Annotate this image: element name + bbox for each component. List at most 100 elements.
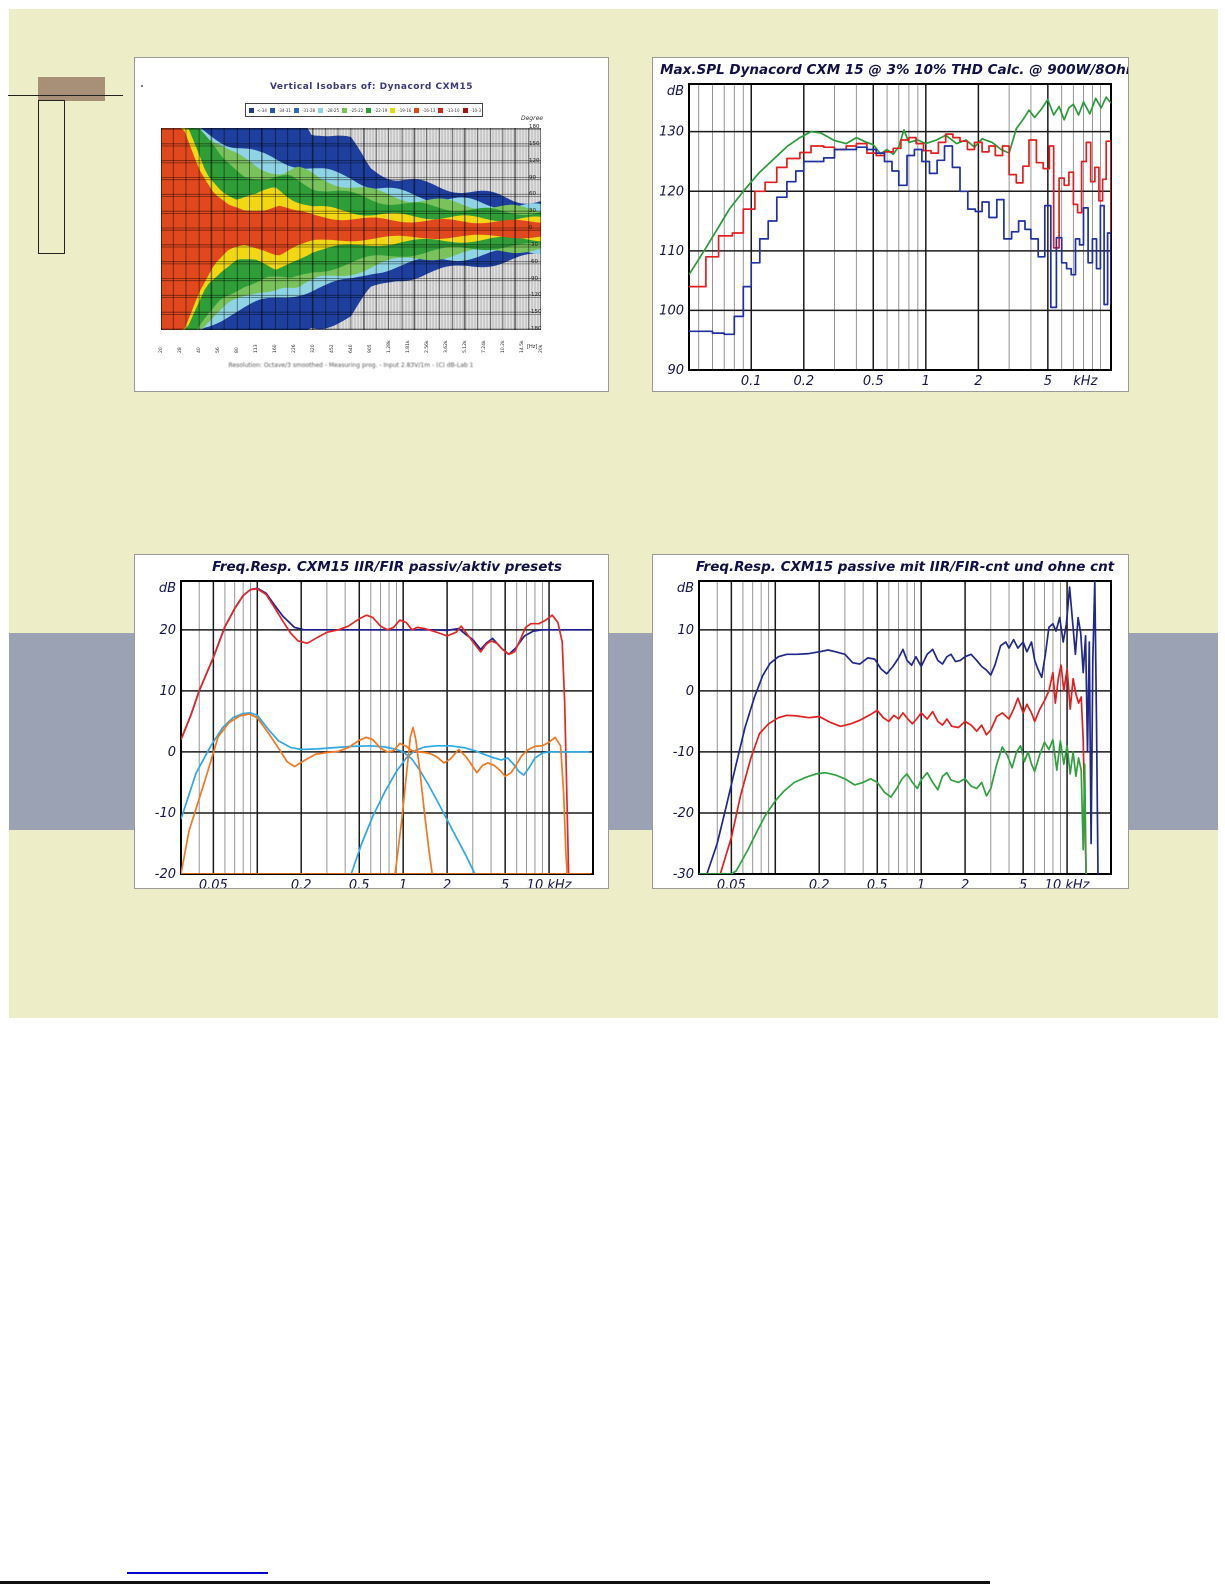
legend-label: -10-3 <box>470 107 482 113</box>
iso-y-tick: -30 <box>529 241 538 248</box>
iso-x-tick: 2.56k <box>425 340 430 353</box>
x-tick-label: 1 <box>917 878 925 888</box>
legend-swatch <box>390 107 396 113</box>
freqresp-passive-chart-panel: 0.05 0.2 0.5 1 2 5 10 kHz -30 -20 -10 0 10 dB Freq.Re… <box>652 554 1129 889</box>
x-tick-label: 5 <box>1019 878 1027 888</box>
isobar-caption: Resolution: Octave/3 smoothed - Measurin… <box>228 362 474 369</box>
y-tick-label: -10 <box>673 745 694 760</box>
series-cyan-hf-section <box>350 744 590 874</box>
y-tick-label: 90 <box>667 363 684 378</box>
iso-y-tick: -90 <box>529 275 538 282</box>
y-tick-label: 100 <box>659 303 684 318</box>
x-tick-label: 0.05 <box>199 878 228 888</box>
x-tick-label: 0.05 <box>717 878 746 888</box>
legend-swatch <box>462 107 468 113</box>
freqresp-passive-chart: 0.05 0.2 0.5 1 2 5 10 kHz -30 -20 -10 0 10 dBFreq.Re… <box>673 559 1115 888</box>
isobar-chart-title: Vertical Isobars of: Dynacord CXM15 <box>269 82 474 92</box>
iso-y-tick: 180 <box>529 124 540 130</box>
iso-x-tick: 1.81k <box>406 340 411 353</box>
iso-x-tick: 20 <box>159 347 164 353</box>
iso-y-tick: 90 <box>529 174 536 181</box>
iso-x-tick: 80 <box>235 347 240 353</box>
iso-y-tick: -150 <box>529 309 542 316</box>
y-tick-label: 20 <box>159 623 176 638</box>
y-axis-unit: dB <box>677 581 694 596</box>
x-tick-label: 2 <box>961 878 969 888</box>
legend-swatch <box>414 107 420 113</box>
iso-x-tick: 10.2k <box>501 340 506 353</box>
y-tick-label: 130 <box>659 125 684 140</box>
chart-title: Freq.Resp. CXM15 passive mit IIR/FIR-cnt… <box>696 559 1115 575</box>
isobar-legend: <-34 -34-31 -31-28 -28-25 -25-22 -22-19 -19-16… <box>245 103 483 117</box>
iso-y-tick: 0 <box>529 225 533 231</box>
y-tick-label: -10 <box>155 806 176 821</box>
x-tick-label: 2 <box>443 878 451 888</box>
x-tick-label: 10 kHz <box>527 878 573 888</box>
x-tick-label: 0.2 <box>809 878 830 888</box>
y-tick-label: -20 <box>673 806 694 821</box>
x-tick-label: 2 <box>974 374 982 389</box>
series-orange-notch <box>394 726 434 874</box>
legend-swatch <box>366 107 372 113</box>
legend-swatch <box>438 107 444 113</box>
iso-x-tick: 56 <box>216 347 221 353</box>
isobar-chart-panel: Vertical Isobars of: Dynacord CXM15 <-34… <box>134 57 609 392</box>
series-green-trace <box>699 738 1087 874</box>
legend-swatch <box>318 107 324 113</box>
y-tick-label: 10 <box>159 684 176 699</box>
iso-y-tick: -60 <box>529 258 538 265</box>
x-tick-label: 0.5 <box>867 878 888 888</box>
x-tick-label: 0.5 <box>863 374 884 389</box>
iso-x-tick: 113 <box>254 344 259 353</box>
chart-title: Freq.Resp. CXM15 IIR/FIR passiv/aktiv pr… <box>212 559 562 575</box>
iso-x-tick: 226 <box>292 344 297 353</box>
y-tick-label: 110 <box>659 244 684 259</box>
iso-x-tick: 905 <box>368 344 373 353</box>
legend-label: <-34 <box>257 107 267 113</box>
legend-swatch <box>269 107 275 113</box>
series-red-trace <box>719 664 1087 874</box>
iso-x-tick: 7.24k <box>482 340 487 353</box>
iso-y-tick: 120 <box>529 157 540 164</box>
y-axis-unit: dB <box>159 581 176 596</box>
maxspl-chart: 0.1 0.2 0.5 1 2 5 kHz 90 100 110 120 130 dB Max.SPL D… <box>659 62 1128 389</box>
chart-title: Max.SPL Dynacord CXM 15 @ 3% 10% THD Cal… <box>660 62 1128 78</box>
x-tick-label: 10 kHz <box>1045 878 1091 888</box>
legend-label: -22-19 <box>374 107 388 113</box>
y-tick-label: 0 <box>686 684 694 699</box>
iso-x-tick: 20k <box>539 344 544 353</box>
y-tick-label: -30 <box>673 867 694 882</box>
maxspl-chart-panel: 0.1 0.2 0.5 1 2 5 kHz 90 100 110 120 130 dB Max.SPL D… <box>652 57 1129 392</box>
y-tick-label: 10 <box>677 623 694 638</box>
x-tick-label: 0.1 <box>741 374 762 389</box>
series-cyan-lf-section <box>181 712 476 874</box>
brown-accent-block <box>38 77 105 101</box>
iso-y-tick: 150 <box>529 140 540 147</box>
page-bottom-rule <box>0 1581 990 1584</box>
iso-y-tick: 60 <box>529 191 536 198</box>
freqresp-presets-chart: 0.05 0.2 0.5 1 2 5 10 kHz -20 -10 0 10 20 dB Freq.Res… <box>155 559 594 888</box>
legend-label: -16-13 <box>422 107 436 113</box>
x-tick-label: kHz <box>1073 374 1098 389</box>
series-red-preset <box>181 588 570 874</box>
iso-x-tick: 452 <box>330 344 335 353</box>
iso-x-tick: 640 <box>349 344 354 353</box>
series-blue-trace <box>706 581 1099 874</box>
legend-swatch <box>293 107 299 113</box>
footer-link-underline[interactable] <box>127 1572 268 1574</box>
freqresp-presets-chart-panel: 0.05 0.2 0.5 1 2 5 10 kHz -20 -10 0 10 20 dB Freq.Res… <box>134 554 609 889</box>
legend-label: -28-25 <box>326 107 340 113</box>
x-tick-label: 5 <box>1044 374 1052 389</box>
legend-label: -13-10 <box>446 107 460 113</box>
legend-swatch <box>342 107 348 113</box>
series-orange-passive <box>181 713 569 874</box>
iso-x-tick: 14.5k <box>520 340 525 353</box>
header-rule-line <box>8 95 123 96</box>
iso-y-tick: -180 <box>529 326 542 332</box>
iso-y-tick: 30 <box>529 208 536 215</box>
series-dark-blue-preset <box>181 587 590 741</box>
y-tick-label: 0 <box>168 745 176 760</box>
x-tick-label: 0.2 <box>793 374 814 389</box>
isobar-heatmap <box>161 128 541 330</box>
y-axis-unit: dB <box>667 84 684 99</box>
